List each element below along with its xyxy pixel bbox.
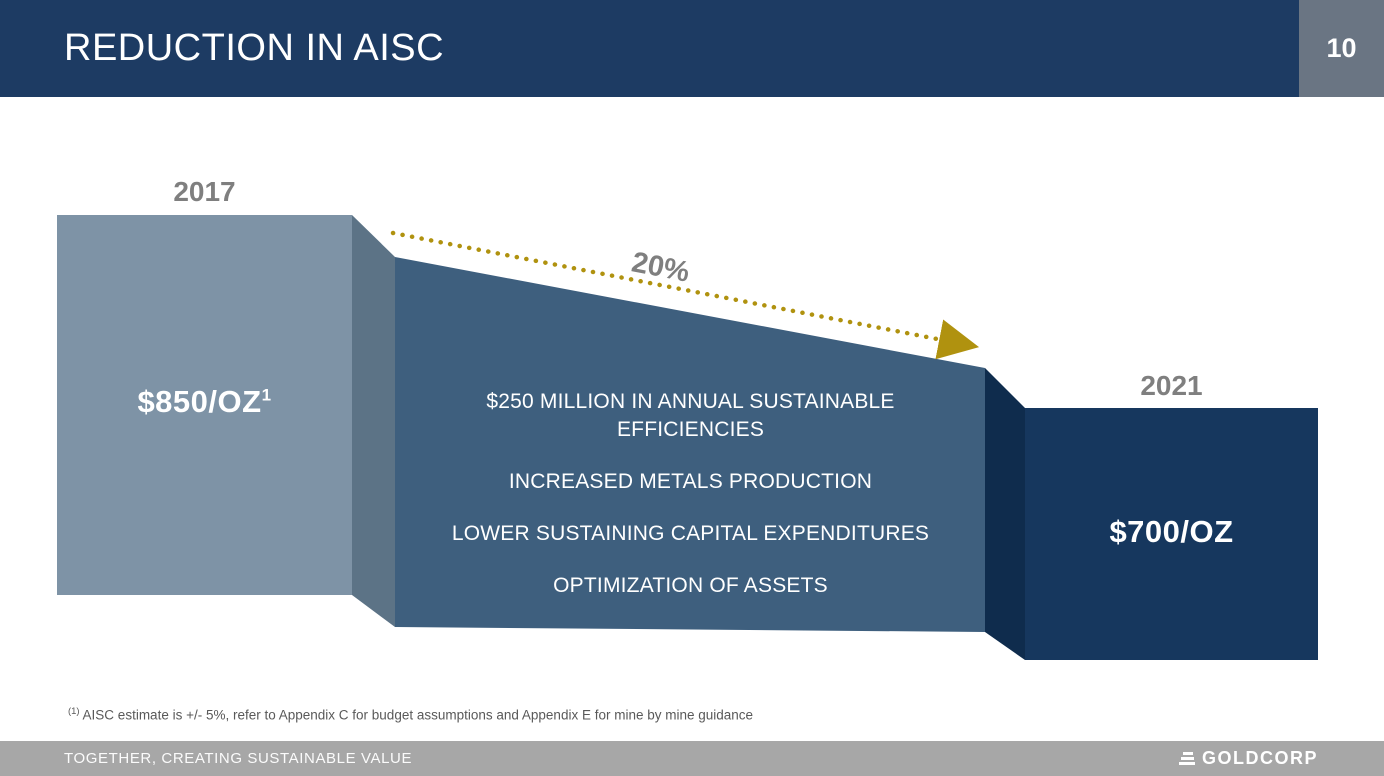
bar-2021-value: $700/OZ: [1109, 514, 1234, 549]
bridge-chart: [57, 215, 1318, 660]
header-bar: REDUCTION IN AISC: [0, 0, 1299, 97]
ingot-stack-icon: [1178, 752, 1195, 765]
driver-item: INCREASED METALS PRODUCTION: [508, 470, 873, 493]
bar-2017: [57, 215, 352, 595]
footer-tagline: TOGETHER, CREATING SUSTAINABLE VALUE: [64, 750, 413, 767]
footnote: (1) AISC estimate is +/- 5%, refer to App…: [68, 706, 753, 723]
driver-item: OPTIMIZATION OF ASSETS: [553, 574, 828, 597]
bar-2017-value-text: $850/OZ: [137, 384, 262, 419]
trend-arrow: [390, 230, 980, 360]
drivers-list: $250 MILLION IN ANNUAL SUSTAINABLE EFFIC…: [418, 388, 963, 600]
footnote-marker: (1): [68, 706, 80, 717]
driver-item: $250 MILLION IN ANNUAL SUSTAINABLE EFFIC…: [486, 390, 895, 441]
bridge-fold-right: [985, 368, 1025, 660]
page-title: REDUCTION IN AISC: [64, 27, 445, 69]
year-label-2021: 2021: [1140, 370, 1203, 401]
bridge-panel: [395, 257, 985, 632]
driver-item: LOWER SUSTAINING CAPITAL EXPENDITURES: [451, 522, 930, 545]
bar-2021: [1025, 408, 1318, 660]
goldcorp-logo: GOLDCORP: [1178, 748, 1318, 769]
year-label-2017: 2017: [173, 176, 236, 207]
footnote-ref-superscript: 1: [261, 385, 272, 405]
bridge-fold-left: [352, 215, 395, 627]
page-number: 10: [1326, 33, 1357, 63]
page-number-box: 10: [1299, 0, 1384, 97]
bar-2017-value: $850/OZ1: [57, 384, 352, 420]
goldcorp-wordmark: GOLDCORP: [1201, 748, 1318, 768]
footer-bar: TOGETHER, CREATING SUSTAINABLE VALUE GOL…: [0, 741, 1384, 776]
footnote-text: AISC estimate is +/- 5%, refer to Append…: [82, 707, 754, 723]
